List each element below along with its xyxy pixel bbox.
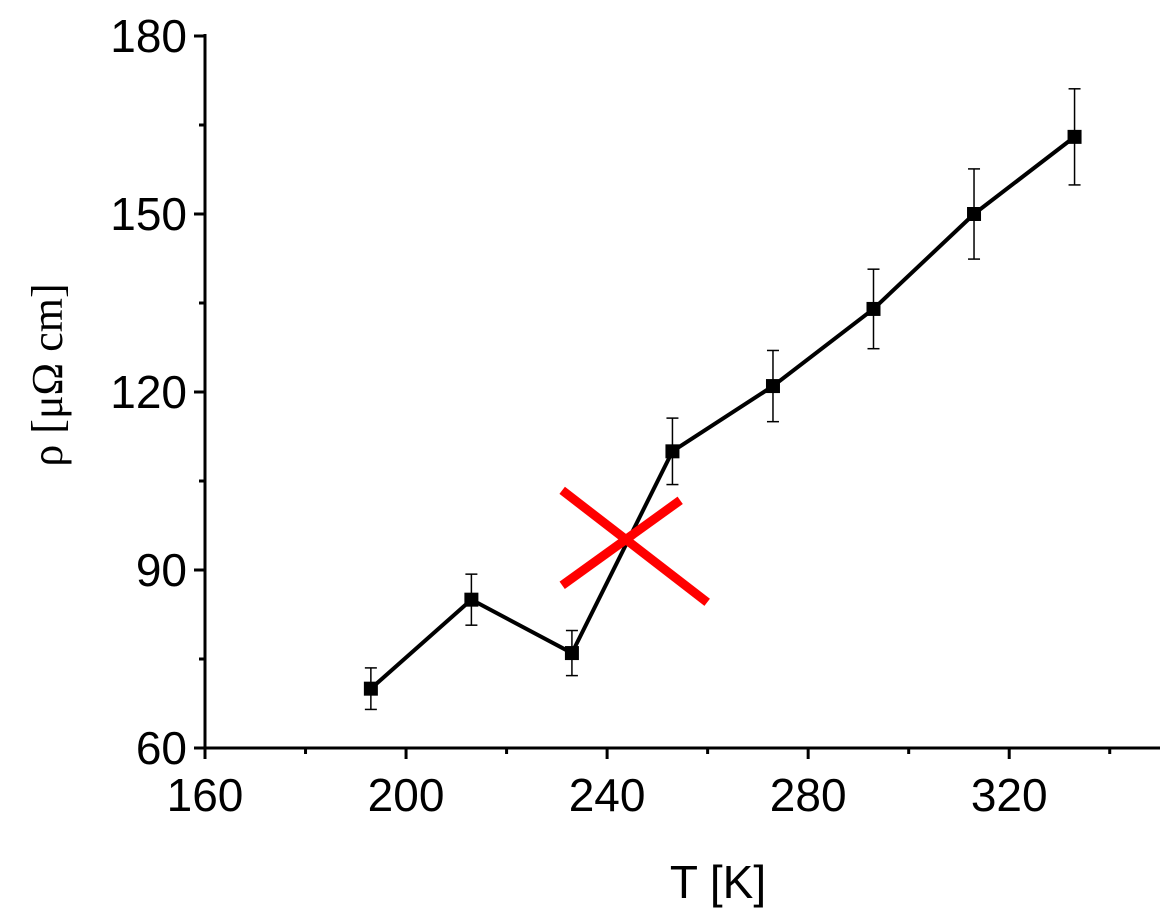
- y-tick-label: 90: [136, 544, 187, 596]
- x-tick-label: 240: [569, 769, 646, 821]
- tick-labels: 160 200 240 280 320 60 90 120 150 180: [110, 10, 1047, 821]
- y-tick-label: 120: [110, 366, 187, 418]
- data-point-marker: [665, 444, 680, 459]
- y-tick-label: 60: [136, 722, 187, 774]
- series-line: [369, 135, 1076, 691]
- data-point-marker: [1067, 129, 1082, 144]
- x-tick-label: 320: [971, 769, 1048, 821]
- y-tick-label: 180: [110, 10, 187, 62]
- x-tick-label: 280: [770, 769, 847, 821]
- y-tick-label: 150: [110, 188, 187, 240]
- x-tick-label: 200: [368, 769, 445, 821]
- cross-stroke-2: [559, 496, 683, 589]
- data-point-marker: [967, 207, 982, 221]
- axes: [203, 34, 1160, 750]
- data-point-marker: [363, 681, 378, 696]
- cross-stroke-1: [559, 486, 710, 606]
- y-axis-title: ρ [μΩ cm]: [23, 283, 72, 466]
- data-point-marker: [765, 379, 780, 394]
- data-point-marker: [464, 592, 479, 607]
- data-series: [363, 88, 1082, 711]
- data-point-marker: [564, 646, 579, 661]
- red-cross-mark: [559, 486, 710, 606]
- x-tick-label: 160: [167, 769, 244, 821]
- data-point-marker: [866, 301, 881, 316]
- annotations: [559, 486, 710, 606]
- axis-ticks: [194, 34, 1112, 759]
- x-axis-title: T [K]: [670, 856, 766, 908]
